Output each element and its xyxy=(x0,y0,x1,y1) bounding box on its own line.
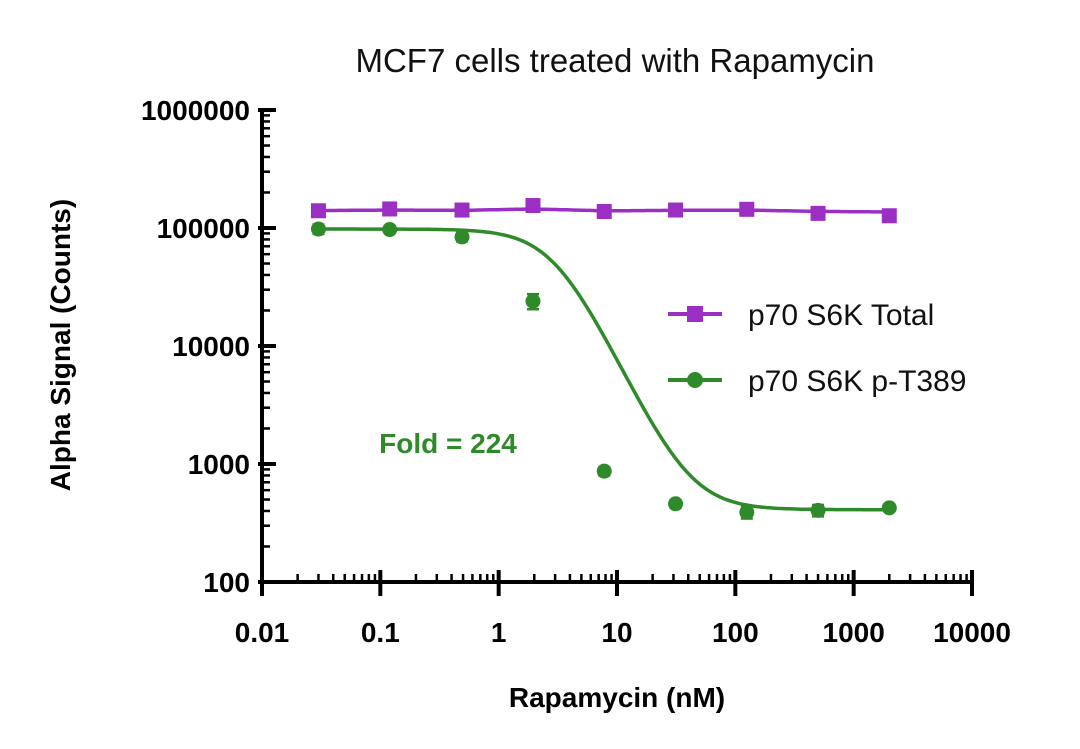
x-tick-label: 10 xyxy=(601,617,632,648)
data-point-circle xyxy=(739,504,755,520)
data-point-square xyxy=(382,201,398,217)
x-tick-label: 10000 xyxy=(933,617,1011,648)
data-point-circle xyxy=(310,221,326,237)
y-tick-label: 100 xyxy=(203,567,250,598)
data-point-circle xyxy=(668,496,684,512)
x-tick-label: 0.1 xyxy=(361,617,400,648)
y-tick-label: 1000 xyxy=(188,449,250,480)
y-axis-title: Alpha Signal (Counts) xyxy=(45,199,76,491)
data-point-square xyxy=(596,203,612,219)
data-point-circle xyxy=(525,293,541,309)
legend: p70 S6K Total p70 S6K p-T389 xyxy=(668,299,966,398)
data-point-circle xyxy=(810,502,826,518)
y-tick-label: 10000 xyxy=(172,331,250,362)
legend-marker-circle xyxy=(687,372,703,388)
fold-annotation: Fold = 224 xyxy=(379,428,517,459)
data-point-square xyxy=(739,201,755,217)
data-point-circle xyxy=(454,229,470,245)
data-point-square xyxy=(810,205,826,221)
axes: 100 1000 10000 100000 1000000 0.01 0.1 1 10 100 10… xyxy=(141,95,1011,648)
x-tick-label: 1000 xyxy=(823,617,885,648)
data-point-square xyxy=(310,203,326,219)
legend-label: p70 S6K Total xyxy=(748,299,934,332)
plot-area xyxy=(310,198,897,520)
y-tick-label: 1000000 xyxy=(141,95,250,126)
data-point-square xyxy=(454,202,470,218)
legend-marker-square xyxy=(687,306,703,322)
x-tick-label: 1 xyxy=(491,617,507,648)
y-tick-label: 100000 xyxy=(157,213,250,244)
x-tick-label: 0.01 xyxy=(235,617,290,648)
legend-label: p70 S6K p-T389 xyxy=(748,365,966,398)
data-point-circle xyxy=(382,222,398,238)
data-point-circle xyxy=(881,500,897,516)
data-point-square xyxy=(881,208,897,224)
data-point-square xyxy=(525,198,541,214)
series-1-fit-line xyxy=(318,227,890,512)
data-point-square xyxy=(668,202,684,218)
data-point-circle xyxy=(596,463,612,479)
chart-title: MCF7 cells treated with Rapamycin xyxy=(355,42,874,79)
x-tick-label: 100 xyxy=(712,617,759,648)
x-axis-title: Rapamycin (nM) xyxy=(509,682,725,713)
